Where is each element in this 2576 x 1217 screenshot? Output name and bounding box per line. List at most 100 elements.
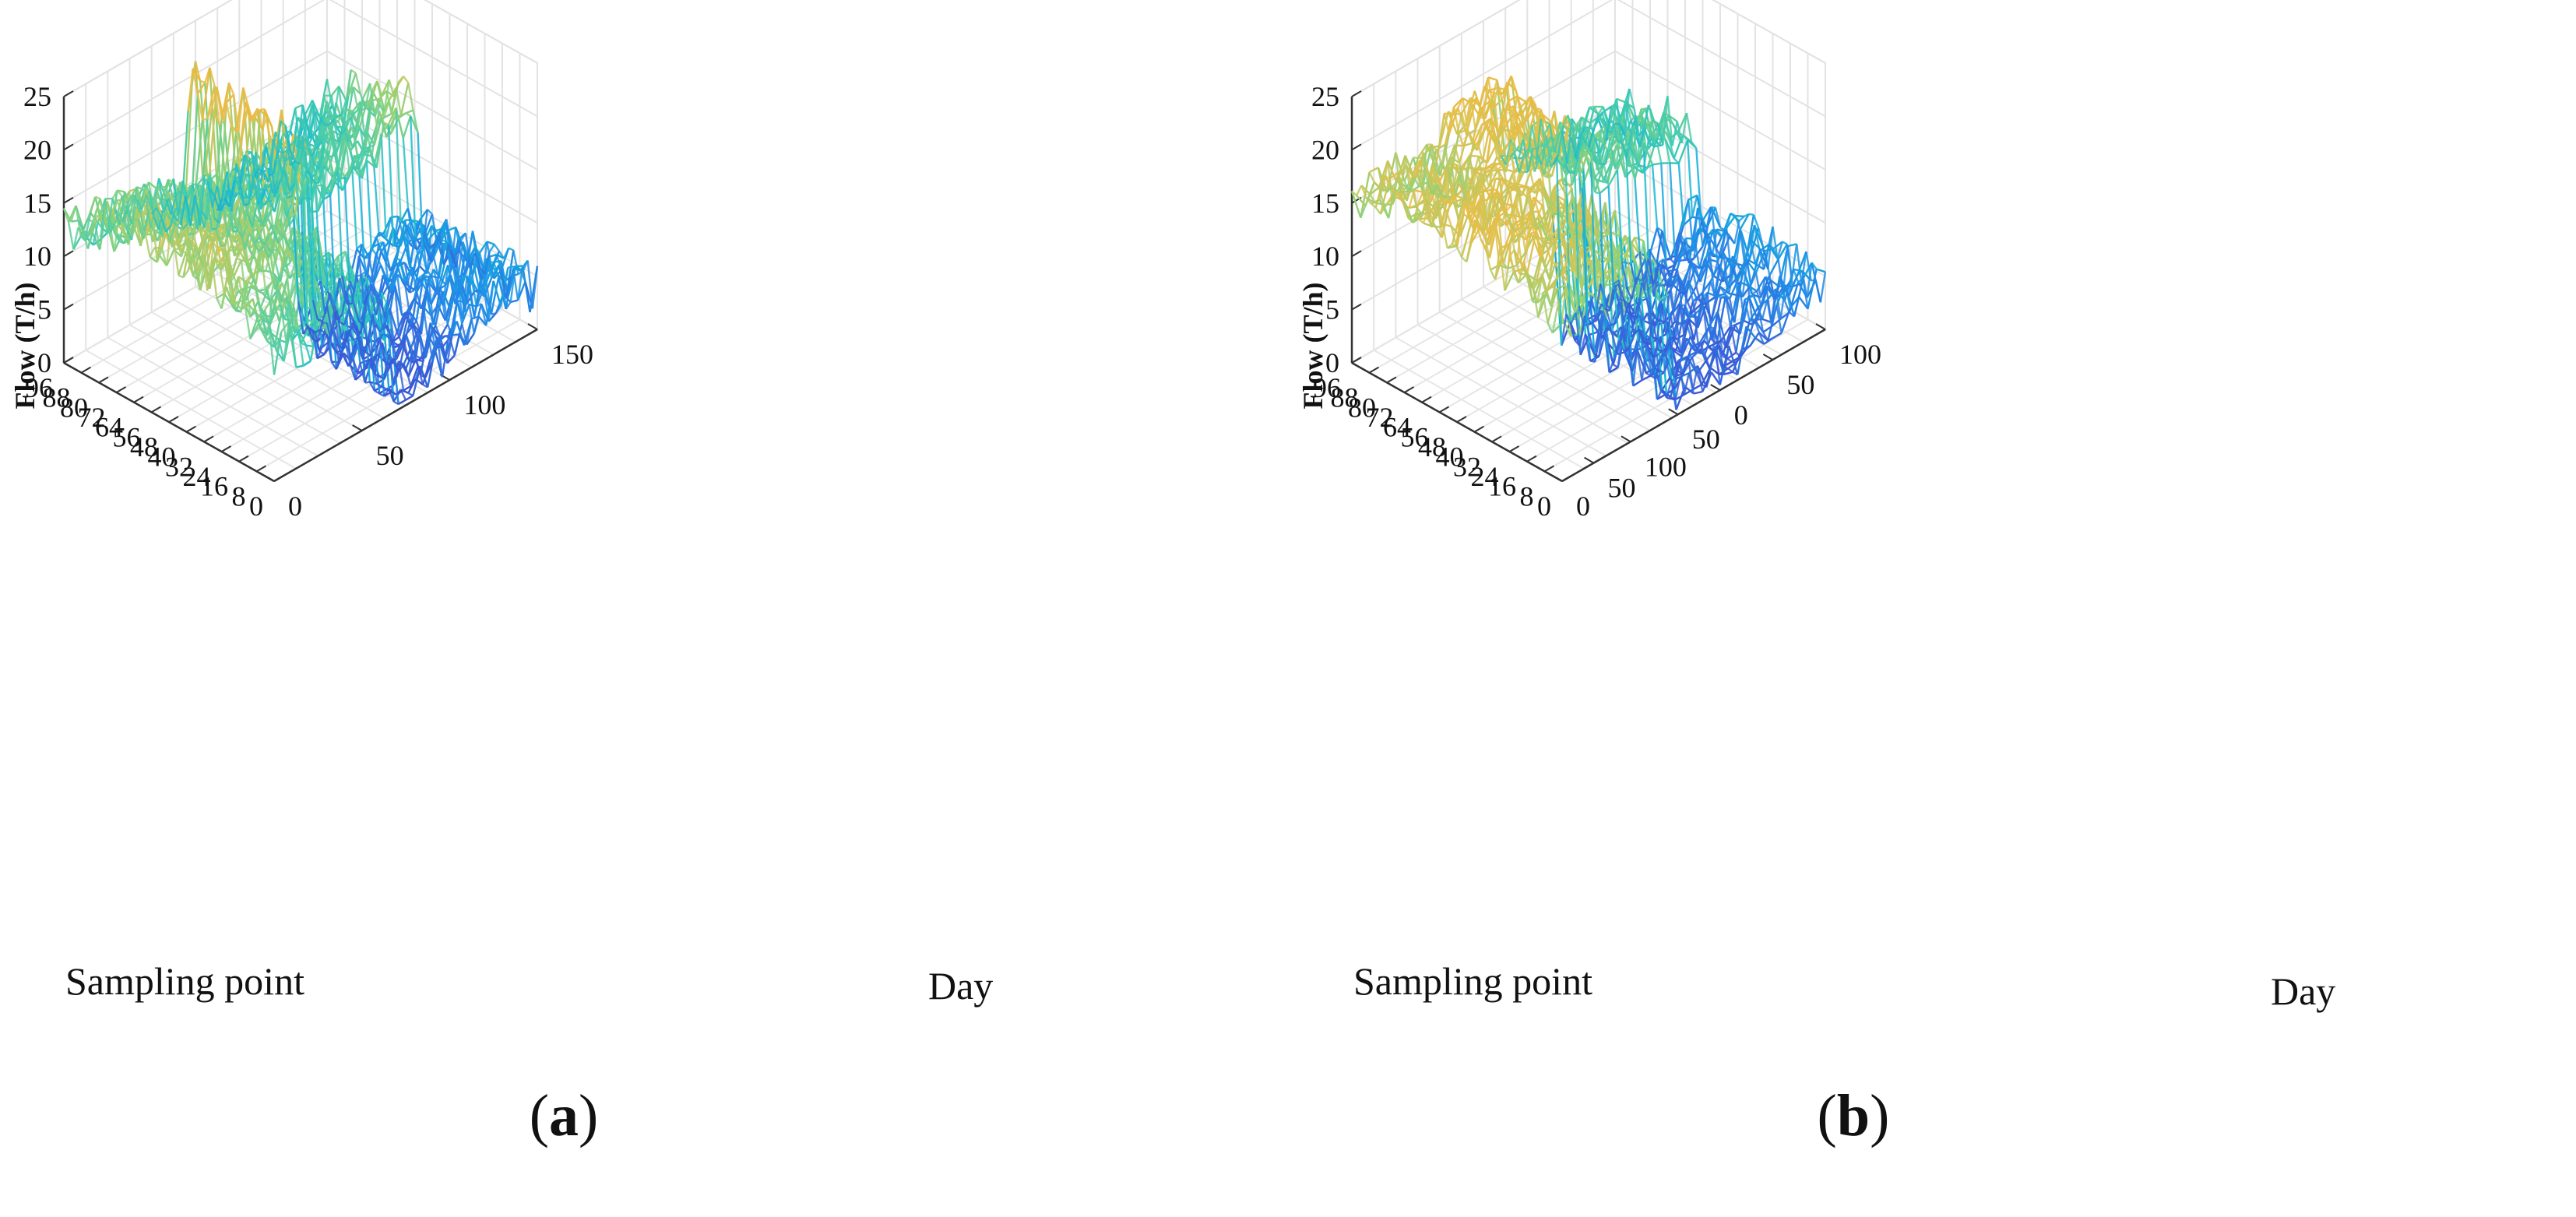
surface-segment <box>132 219 139 226</box>
surface-segment <box>220 244 226 247</box>
surface-segment <box>385 359 393 374</box>
surface-segment <box>259 108 265 111</box>
surface-segment <box>1531 255 1542 288</box>
surface-segment <box>282 132 289 141</box>
surface-segment <box>228 180 235 207</box>
surface-segment <box>448 244 455 264</box>
surface-segment <box>422 383 428 389</box>
surface-segment <box>299 129 306 149</box>
surface-segment <box>456 300 463 324</box>
surface-segment <box>170 195 177 215</box>
surface-segment <box>502 248 510 259</box>
surface-segment <box>473 293 480 318</box>
surface-segment <box>245 155 252 196</box>
surface-segment <box>274 262 282 283</box>
surface-segment <box>324 332 331 341</box>
surface-segment <box>233 259 242 277</box>
surface-segment <box>273 232 280 244</box>
surface-segment <box>114 209 121 226</box>
surface-segment <box>118 192 126 225</box>
surface-segment <box>180 195 187 225</box>
surface-segment <box>440 222 448 244</box>
y-tick-label: 96 <box>1313 372 1341 403</box>
surface-segment <box>405 112 411 117</box>
surface-segment <box>216 223 223 237</box>
surface-segment <box>250 275 257 285</box>
surface-segment <box>398 76 405 83</box>
surface-segment <box>234 301 241 310</box>
surface-segment <box>375 133 382 168</box>
surface-segment <box>431 214 438 244</box>
surface-segment <box>280 234 287 241</box>
surface-segment <box>294 213 301 246</box>
surface-segment <box>411 255 418 277</box>
surface-segment <box>407 350 414 377</box>
surface-segment <box>393 284 401 337</box>
surface-segment <box>279 171 286 183</box>
surface-segment <box>478 241 488 254</box>
surface-segment <box>275 121 282 162</box>
surface-segment <box>382 333 388 336</box>
surface-segment <box>364 146 371 155</box>
surface-segment <box>307 178 315 301</box>
surface-segment <box>1532 301 1538 304</box>
surface-segment <box>1499 248 1506 291</box>
surface-segment <box>430 276 438 293</box>
surface-segment <box>306 104 314 144</box>
surface-segment <box>407 83 414 111</box>
surface-segment <box>1701 367 1712 385</box>
surface-segment <box>1732 255 1743 273</box>
surface-segment <box>350 365 357 381</box>
surface-segment <box>350 165 358 249</box>
surface-segment <box>322 150 329 200</box>
axes: 0510152025081624324048566472808896050100… <box>1297 81 2335 1013</box>
surface-segment <box>185 224 192 251</box>
surface-segment <box>82 218 90 230</box>
surface-segment <box>153 216 160 230</box>
surface-segment <box>311 338 318 343</box>
surface-segment <box>264 315 271 325</box>
surface-segment <box>261 214 268 226</box>
surface-segment <box>368 382 375 392</box>
surface-segment <box>451 301 459 336</box>
axes: 0510152025081624324048566472808896050100… <box>9 81 993 1008</box>
surface-segment <box>1350 191 1362 219</box>
y-tick <box>255 465 267 473</box>
surface-segment <box>336 314 343 321</box>
surface-segment <box>1727 361 1738 370</box>
surface-segment <box>353 255 361 292</box>
surface-segment <box>155 207 162 218</box>
surface-segment <box>212 234 219 242</box>
surface-segment <box>1413 189 1423 193</box>
surface-segment <box>144 231 151 257</box>
y-tick-label: 72 <box>78 402 106 433</box>
surface-segment <box>255 246 262 284</box>
surface-segment <box>196 82 206 95</box>
surface-segment <box>1493 216 1500 224</box>
y-tick <box>1473 425 1485 433</box>
surface-segment <box>480 303 487 326</box>
surface-segment <box>397 361 405 391</box>
surface-segment <box>386 325 393 343</box>
surface-segment <box>1416 144 1428 159</box>
surface-segment <box>182 269 189 278</box>
surface-segment <box>490 276 500 315</box>
surface-segment <box>331 304 339 320</box>
surface-segment <box>90 196 97 213</box>
surface-segment <box>322 165 329 172</box>
z-axis-label: Flow (T/h) <box>1297 282 1328 409</box>
surface-segment <box>262 246 269 259</box>
surface-segment <box>431 327 439 343</box>
surface-segment <box>392 266 399 281</box>
surface-segment <box>378 375 385 380</box>
surface-segment <box>413 282 421 291</box>
surface-segment <box>320 100 328 142</box>
y-tick-label: 24 <box>183 461 211 492</box>
surface-segment <box>205 230 211 235</box>
surface-segment <box>1739 213 1750 230</box>
surface-segment <box>349 155 356 176</box>
x-axis-line <box>273 328 538 483</box>
surface-segment <box>1610 231 1621 237</box>
surface-segment <box>466 318 473 345</box>
surface-segment <box>1469 218 1476 234</box>
